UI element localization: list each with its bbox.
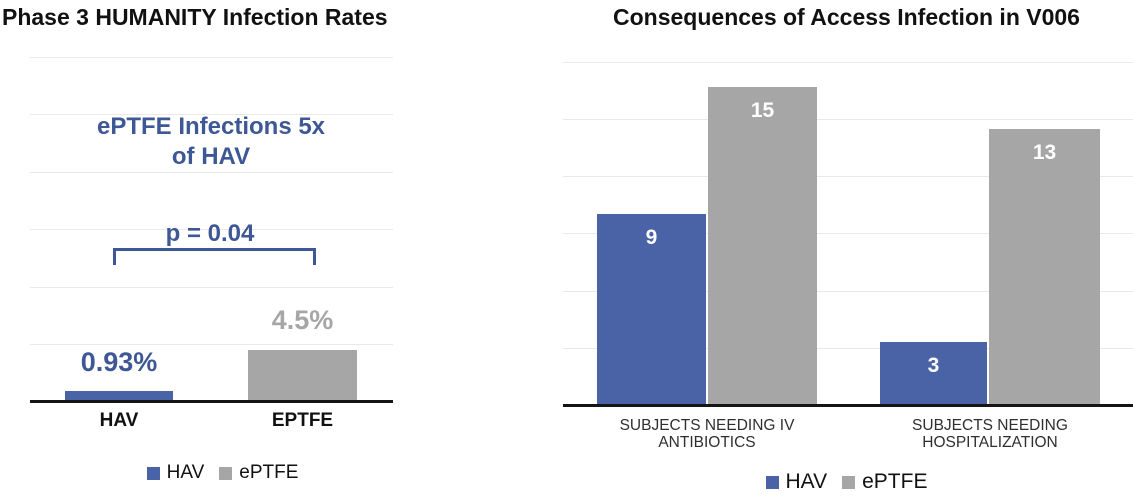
right-plot-area: 9 15 3 13 bbox=[563, 62, 1133, 407]
axis-label-line: SUBJECTS NEEDING IV bbox=[619, 417, 795, 434]
axis-label-eptfe: EPTFE bbox=[271, 410, 334, 431]
x-axis-line bbox=[563, 404, 1133, 407]
bar-hav-hospitalization: 3 bbox=[880, 342, 987, 406]
gridline bbox=[30, 287, 393, 288]
legend-label-eptfe: ePTFE bbox=[239, 462, 299, 483]
infection-rates-chart: Phase 3 HUMANITY Infection Rates 0.93% 4… bbox=[0, 0, 460, 501]
axis-label-hav: HAV bbox=[99, 410, 139, 431]
gridline bbox=[563, 119, 1133, 120]
bar-eptfe-iv-antibiotics: 15 bbox=[708, 86, 817, 406]
bar-eptfe-infection-rate bbox=[248, 350, 357, 402]
left-legend: HAV ePTFE bbox=[0, 462, 445, 484]
value-label-hav: 0.93% bbox=[80, 347, 158, 377]
bar-value-label: 9 bbox=[645, 226, 658, 250]
gridline bbox=[30, 344, 393, 345]
gridline bbox=[563, 348, 1133, 349]
legend-label-hav: HAV bbox=[166, 462, 205, 483]
gridline bbox=[563, 62, 1133, 63]
legend-item-eptfe: ePTFE bbox=[219, 462, 298, 484]
bar-value-label: 13 bbox=[1032, 141, 1057, 165]
right-legend: HAV ePTFE bbox=[560, 470, 1133, 494]
hav-swatch-icon bbox=[765, 475, 779, 489]
annotation-line-2: of HAV bbox=[171, 143, 251, 170]
consequences-chart: Consequences of Access Infection in V006… bbox=[560, 0, 1133, 501]
legend-item-eptfe: ePTFE bbox=[842, 470, 927, 494]
legend-label-eptfe: ePTFE bbox=[862, 470, 928, 493]
right-chart-title: Consequences of Access Infection in V006 bbox=[613, 4, 1080, 30]
significance-bracket bbox=[113, 248, 316, 265]
gridline bbox=[30, 114, 393, 115]
p-value-label: p = 0.04 bbox=[165, 220, 255, 247]
legend-item-hav: HAV bbox=[146, 462, 205, 484]
left-plot-area: 0.93% 4.5% bbox=[30, 57, 393, 403]
annotation-line-1: ePTFE Infections 5x bbox=[96, 113, 326, 140]
eptfe-swatch-icon bbox=[219, 466, 233, 480]
bar-hav-iv-antibiotics: 9 bbox=[597, 214, 706, 406]
hav-swatch-icon bbox=[146, 466, 160, 480]
legend-label-hav: HAV bbox=[785, 470, 828, 493]
bar-value-label: 3 bbox=[927, 354, 940, 378]
value-label-eptfe: 4.5% bbox=[271, 305, 334, 335]
gridline bbox=[563, 233, 1133, 234]
bar-eptfe-hospitalization: 13 bbox=[989, 129, 1100, 406]
gridline bbox=[563, 291, 1133, 292]
gridline bbox=[563, 176, 1133, 177]
left-chart-title: Phase 3 HUMANITY Infection Rates bbox=[2, 4, 388, 30]
gridline bbox=[30, 172, 393, 173]
axis-label-line: SUBJECTS NEEDING bbox=[912, 417, 1068, 434]
axis-label-line: HOSPITALIZATION bbox=[922, 434, 1058, 451]
gridline bbox=[30, 57, 393, 58]
axis-label-hospitalization: SUBJECTS NEEDING HOSPITALIZATION bbox=[860, 417, 1120, 451]
gridline bbox=[30, 229, 393, 230]
eptfe-swatch-icon bbox=[842, 475, 856, 489]
bar-value-label: 15 bbox=[750, 98, 775, 122]
annotation-eptfe-5x: ePTFE Infections 5x of HAV bbox=[36, 112, 386, 172]
x-axis-line bbox=[30, 400, 393, 403]
axis-label-line: ANTIBIOTICS bbox=[658, 434, 756, 451]
bar-hav-infection-rate bbox=[65, 391, 173, 402]
legend-item-hav: HAV bbox=[765, 470, 828, 494]
axis-label-iv-antibiotics: SUBJECTS NEEDING IV ANTIBIOTICS bbox=[577, 417, 837, 451]
